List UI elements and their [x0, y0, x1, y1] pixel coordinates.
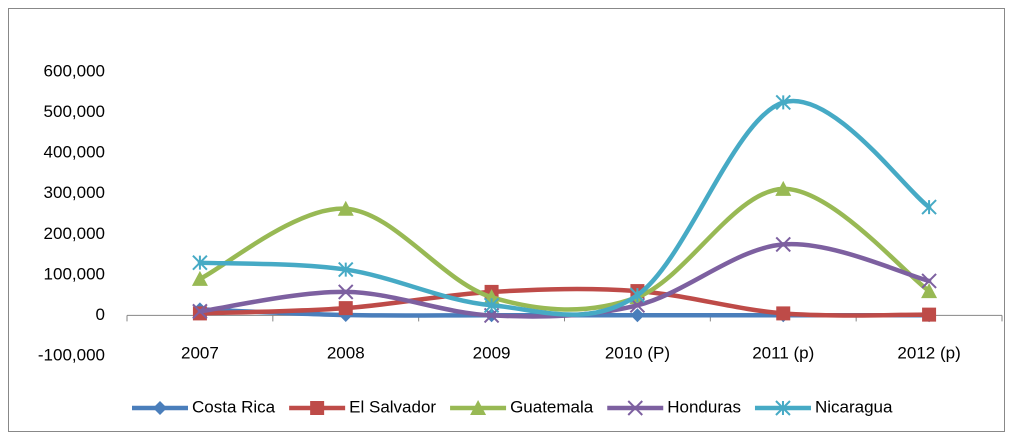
marker — [338, 284, 354, 300]
y-tick-label: 300,000 — [44, 183, 105, 202]
marker — [627, 400, 643, 416]
marker — [776, 306, 791, 321]
series-line — [197, 98, 932, 317]
x-tick-label: 2008 — [327, 343, 365, 362]
marker — [921, 199, 937, 215]
marker — [337, 200, 354, 216]
legend-label: Costa Rica — [192, 397, 276, 416]
y-tick-label: 500,000 — [44, 102, 105, 121]
marker — [338, 301, 353, 316]
marker — [192, 303, 208, 320]
marker — [470, 400, 487, 415]
marker — [921, 273, 937, 289]
marker — [629, 287, 646, 303]
marker — [483, 297, 500, 313]
y-tick-label: 400,000 — [44, 143, 105, 162]
x-tick-label: 2011 (p) — [752, 343, 814, 362]
marker — [338, 261, 354, 278]
legend-label: Guatemala — [510, 397, 594, 416]
legend-label: Honduras — [667, 397, 741, 416]
series-line — [197, 186, 932, 312]
y-tick-label: 100,000 — [44, 264, 105, 283]
x-tick-label: 2009 — [473, 343, 511, 362]
legend-label: Nicaragua — [815, 397, 893, 416]
series — [192, 94, 937, 317]
marker — [630, 308, 645, 323]
series-line — [197, 286, 932, 318]
marker — [191, 270, 208, 286]
y-tick-label: 200,000 — [44, 224, 105, 243]
x-tick-label: 2007 — [181, 343, 219, 362]
y-tick-label: 600,000 — [44, 61, 105, 80]
marker — [775, 94, 791, 111]
x-tick-label: 2010 (P) — [605, 343, 670, 362]
marker — [192, 254, 208, 271]
y-tick-label: 0 — [96, 305, 105, 324]
x-tick-label: 2012 (p) — [897, 343, 960, 362]
legend-label: El Salvador — [349, 397, 436, 416]
marker — [153, 401, 167, 415]
chart-border — [8, 8, 1005, 432]
marker — [775, 236, 791, 253]
marker — [775, 180, 792, 196]
marker — [922, 307, 937, 322]
marker — [921, 283, 938, 299]
y-tick-label: -100,000 — [38, 345, 105, 364]
marker — [775, 400, 791, 416]
marker — [310, 401, 325, 415]
